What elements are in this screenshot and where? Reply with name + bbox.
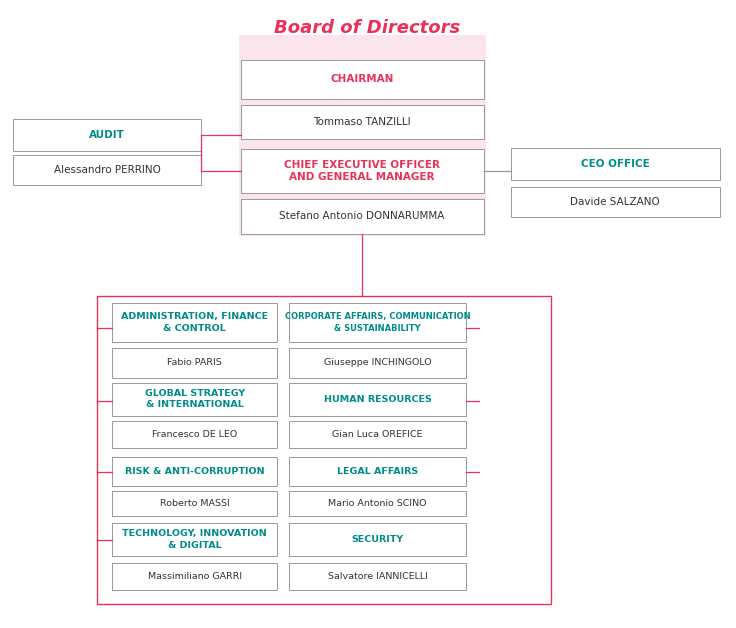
Text: Gian Luca OREFICE: Gian Luca OREFICE (333, 430, 422, 439)
Text: Board of Directors: Board of Directors (274, 19, 461, 37)
Text: Alessandro PERRINO: Alessandro PERRINO (54, 165, 160, 175)
Text: Davide SALZANO: Davide SALZANO (570, 197, 660, 207)
FancyBboxPatch shape (511, 148, 720, 180)
FancyBboxPatch shape (112, 348, 277, 378)
FancyBboxPatch shape (289, 563, 466, 590)
FancyBboxPatch shape (112, 457, 277, 486)
Text: Francesco DE LEO: Francesco DE LEO (152, 430, 237, 439)
Text: Fabio PARIS: Fabio PARIS (167, 359, 222, 367)
Text: SECURITY: SECURITY (352, 535, 403, 544)
FancyBboxPatch shape (241, 149, 484, 193)
FancyBboxPatch shape (289, 523, 466, 556)
Text: HUMAN RESOURCES: HUMAN RESOURCES (324, 395, 431, 404)
Text: AUDIT: AUDIT (89, 130, 125, 140)
FancyBboxPatch shape (511, 187, 720, 217)
FancyBboxPatch shape (289, 303, 466, 342)
FancyBboxPatch shape (112, 491, 277, 516)
FancyBboxPatch shape (241, 199, 484, 234)
Text: CORPORATE AFFAIRS, COMMUNICATION
& SUSTAINABILITY: CORPORATE AFFAIRS, COMMUNICATION & SUSTA… (285, 312, 470, 333)
Text: TECHNOLOGY, INNOVATION
& DIGITAL: TECHNOLOGY, INNOVATION & DIGITAL (122, 529, 267, 550)
Text: CEO OFFICE: CEO OFFICE (581, 159, 650, 169)
FancyBboxPatch shape (289, 383, 466, 416)
FancyBboxPatch shape (241, 105, 484, 139)
Text: ADMINISTRATION, FINANCE
& CONTROL: ADMINISTRATION, FINANCE & CONTROL (121, 312, 268, 333)
FancyBboxPatch shape (241, 60, 484, 99)
Text: Mario Antonio SCINO: Mario Antonio SCINO (328, 499, 427, 508)
FancyBboxPatch shape (289, 457, 466, 486)
FancyBboxPatch shape (13, 119, 201, 151)
FancyBboxPatch shape (112, 303, 277, 342)
FancyBboxPatch shape (112, 563, 277, 590)
FancyBboxPatch shape (112, 383, 277, 416)
Text: Massimiliano GARRI: Massimiliano GARRI (148, 572, 241, 581)
FancyBboxPatch shape (239, 35, 486, 236)
Text: GLOBAL STRATEGY
& INTERNATIONAL: GLOBAL STRATEGY & INTERNATIONAL (144, 389, 245, 409)
Text: LEGAL AFFAIRS: LEGAL AFFAIRS (337, 467, 418, 476)
Text: RISK & ANTI-CORRUPTION: RISK & ANTI-CORRUPTION (125, 467, 264, 476)
FancyBboxPatch shape (112, 421, 277, 448)
FancyBboxPatch shape (289, 491, 466, 516)
FancyBboxPatch shape (112, 523, 277, 556)
Text: Tommaso TANZILLI: Tommaso TANZILLI (314, 117, 411, 127)
Text: CHAIRMAN: CHAIRMAN (330, 75, 394, 84)
FancyBboxPatch shape (289, 348, 466, 378)
FancyBboxPatch shape (13, 155, 201, 185)
Text: Salvatore IANNICELLI: Salvatore IANNICELLI (328, 572, 428, 581)
Text: Stefano Antonio DONNARUMMA: Stefano Antonio DONNARUMMA (280, 212, 445, 221)
Text: CHIEF EXECUTIVE OFFICER
AND GENERAL MANAGER: CHIEF EXECUTIVE OFFICER AND GENERAL MANA… (284, 160, 440, 182)
Text: Giuseppe INCHINGOLO: Giuseppe INCHINGOLO (324, 359, 431, 367)
Text: Roberto MASSI: Roberto MASSI (160, 499, 230, 508)
FancyBboxPatch shape (289, 421, 466, 448)
